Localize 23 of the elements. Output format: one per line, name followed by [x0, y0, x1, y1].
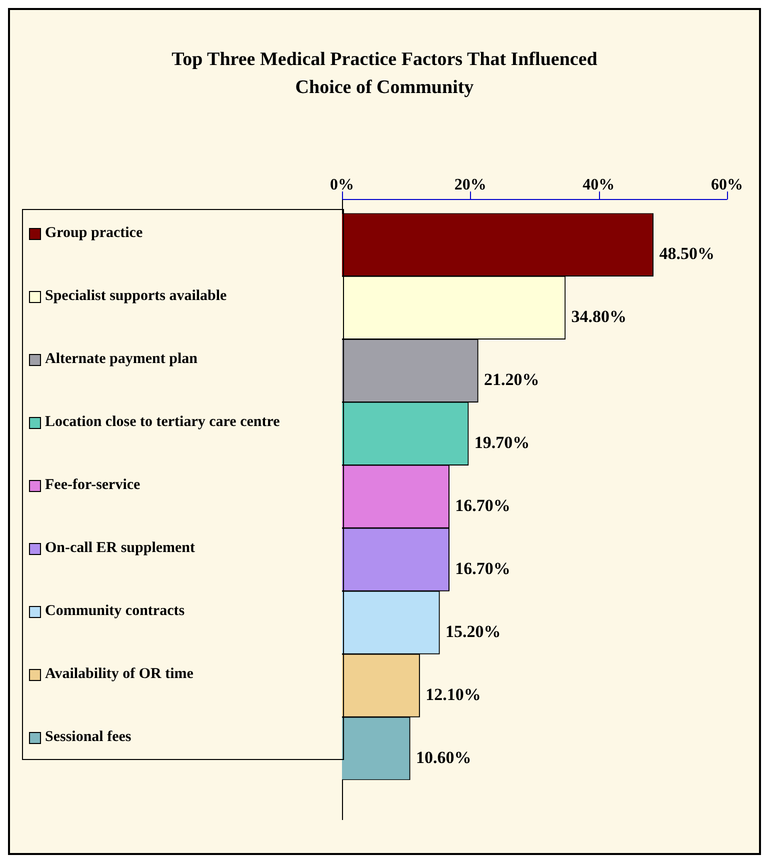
data-label: 48.50%: [659, 244, 714, 264]
data-label: 34.80%: [571, 307, 627, 326]
data-label: 19.70%: [474, 433, 530, 452]
data-label: 12.10%: [426, 684, 481, 704]
y-tick-label: Sessional fees: [45, 728, 132, 747]
y-tick-label: Alternate payment plan: [45, 350, 198, 370]
y-tick-label: Community contracts: [45, 602, 185, 622]
y-tick-label: Specialist supports available: [45, 287, 227, 306]
x-tick-label: 0%: [330, 176, 354, 194]
data-label: 21.20%: [484, 370, 540, 390]
y-tick-label: Group practice: [45, 224, 143, 244]
data-label: 16.70%: [455, 496, 510, 515]
x-tick-label: 60%: [711, 176, 743, 194]
y-tick-label: On-call ER supplement: [45, 539, 196, 558]
y-tick-label: Location close to tertiary care centre: [45, 413, 280, 432]
x-tick-label: 20%: [454, 176, 486, 194]
data-label: 10.60%: [416, 748, 472, 767]
y-tick-label: Fee-for-service: [45, 476, 140, 496]
y-tick-label: Availability of OR time: [45, 665, 194, 684]
data-label: 16.70%: [455, 558, 510, 578]
x-tick-label: 40%: [582, 176, 615, 194]
chart-title: Top Three Medical Practice Factors That Influenced Choice of Community: [170, 48, 598, 100]
data-label: 15.20%: [446, 622, 501, 641]
